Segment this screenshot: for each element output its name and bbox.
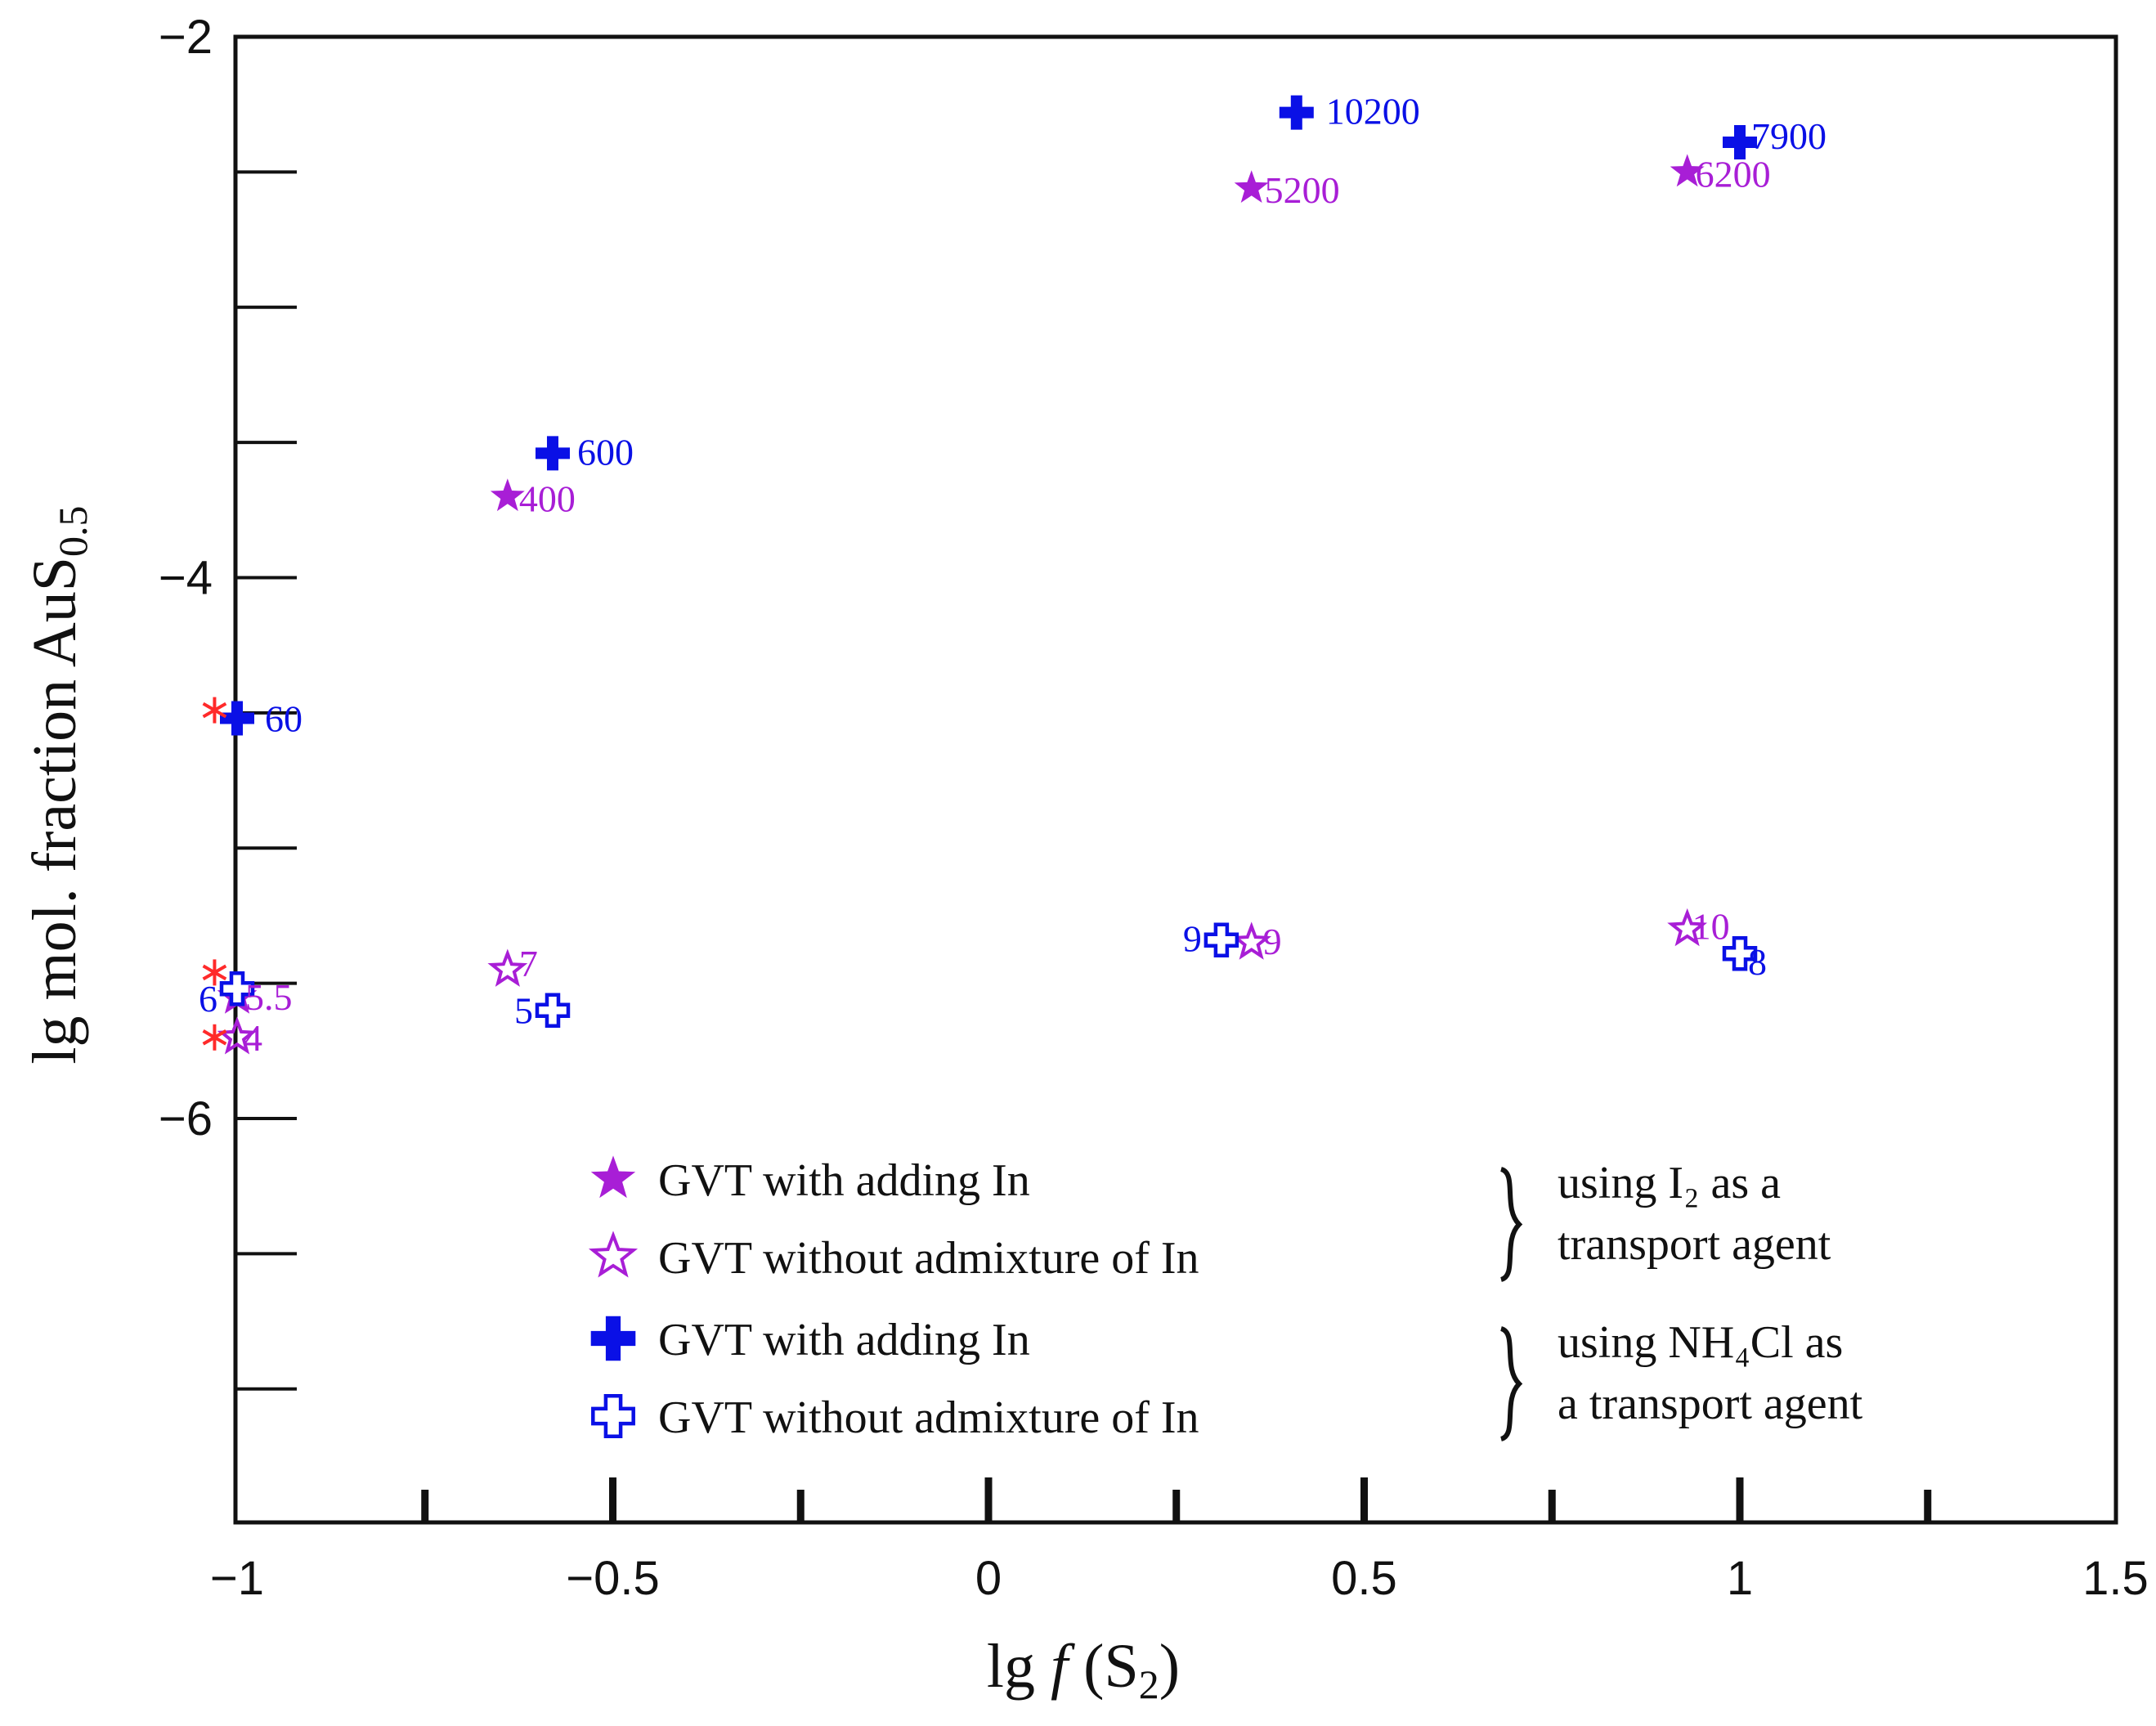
x-tick-label: 0.5 (1331, 1552, 1397, 1605)
asterisk-stroke (202, 702, 227, 719)
point-label: 9 (1183, 918, 1202, 960)
x-tick-label: 1 (1727, 1552, 1753, 1605)
point-labels: 400 5200 6200 45.5 7 9 10 60 600 10200 7900 6 5 9 8 (199, 91, 1827, 1059)
open-star-marker (1231, 921, 1272, 960)
point-label: 10200 (1326, 91, 1420, 132)
open-star-marker (487, 948, 528, 987)
point-label: 6 (199, 978, 217, 1020)
legend-group-note: using NH₄Cl as (1558, 1317, 1843, 1368)
legend-brace (1499, 1326, 1523, 1441)
asterisk-marker (202, 1024, 227, 1051)
y-tick-label: −2 (159, 11, 213, 64)
filled-star-marker (1234, 170, 1269, 203)
open-star-marker (588, 1231, 639, 1278)
point-label: 7 (519, 943, 538, 984)
open-cross-marker (219, 971, 255, 1006)
point-label: 9 (1263, 921, 1282, 962)
open-cross-marker (1204, 922, 1239, 957)
legend-label: GVT without admixture of In (658, 1233, 1199, 1284)
filled-star-marker (490, 478, 525, 512)
legend-group-note: a transport agent (1558, 1379, 1863, 1429)
asterisk-stroke (202, 1029, 227, 1046)
y-tick-label: −6 (159, 1092, 213, 1145)
x-tick-label: 0 (975, 1552, 1002, 1605)
point-label: 600 (577, 431, 634, 473)
point-label: 5 (514, 990, 533, 1032)
axis-tick-labels: −1 −0.5 0 0.5 1 1.5 −2 −4 −6 (159, 11, 2149, 1605)
x-tick-label: −0.5 (566, 1552, 660, 1605)
filled-cross-marker (220, 701, 254, 736)
x-tick-label: −1 (210, 1552, 264, 1605)
point-label: 8 (1748, 941, 1767, 983)
filled-cross-marker (590, 1316, 636, 1361)
open-cross-marker (591, 1394, 635, 1438)
filled-cross-marker (535, 436, 570, 471)
filled-star-marker (1670, 154, 1705, 187)
filled-cross-marker (1723, 124, 1757, 159)
point-label: 4 (244, 1017, 262, 1059)
legend-group-note: transport agent (1558, 1219, 1831, 1270)
point-label: 7900 (1751, 115, 1827, 157)
legend: GVT with adding In GVT without admixture … (588, 1155, 1863, 1443)
legend-brace (1499, 1167, 1523, 1282)
y-axis-title: lg mol. fraction AuS0.5 (20, 505, 96, 1064)
point-label: 5200 (1265, 169, 1340, 211)
point-label: 400 (519, 477, 576, 519)
filled-cross-marker (1279, 95, 1314, 130)
axis-ticks (235, 170, 1932, 1522)
legend-group-note: using I₂ as a (1558, 1158, 1781, 1208)
open-cross-marker (1722, 935, 1758, 971)
point-label: 5.5 (245, 976, 293, 1018)
asterisk-marker (202, 959, 227, 986)
point-label: 10 (1692, 905, 1730, 947)
data-points (202, 95, 1758, 1055)
y-tick-label: −4 (159, 552, 213, 605)
x-axis-title: lg f (S2) (987, 1632, 1180, 1707)
open-star-marker (1667, 908, 1708, 947)
plot-frame (233, 34, 2118, 1525)
asterisk-stroke (202, 964, 227, 981)
open-cross-marker (535, 993, 571, 1028)
legend-label: GVT with adding In (658, 1155, 1030, 1206)
x-tick-label: 1.5 (2082, 1552, 2149, 1605)
point-label: 60 (265, 697, 303, 739)
filled-star-marker (590, 1155, 636, 1199)
legend-label: GVT with adding In (658, 1315, 1030, 1365)
legend-label: GVT without admixture of In (658, 1392, 1199, 1443)
point-label: 6200 (1696, 153, 1771, 195)
asterisk-marker (202, 697, 227, 724)
